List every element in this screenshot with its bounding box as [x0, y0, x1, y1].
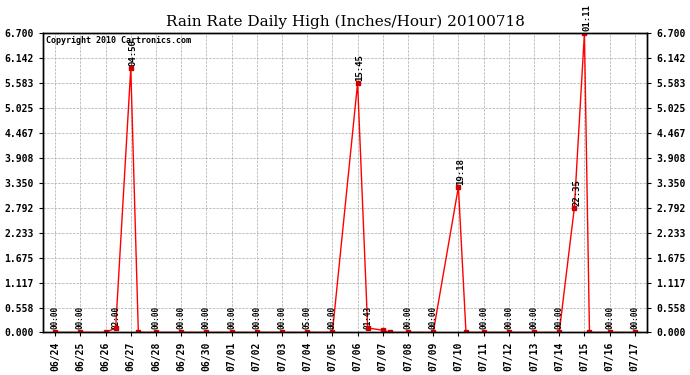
Text: 22:35: 22:35: [573, 178, 582, 206]
Text: 00:00: 00:00: [328, 306, 337, 329]
Text: 00:00: 00:00: [404, 306, 413, 329]
Text: 00:00: 00:00: [227, 306, 236, 329]
Text: 00:00: 00:00: [177, 306, 186, 329]
Text: 00:00: 00:00: [253, 306, 262, 329]
Text: 00:00: 00:00: [555, 306, 564, 329]
Text: 19:18: 19:18: [456, 158, 466, 185]
Text: 04:50: 04:50: [129, 39, 138, 66]
Text: Copyright 2010 Cartronics.com: Copyright 2010 Cartronics.com: [46, 36, 190, 45]
Text: 15:45: 15:45: [355, 54, 364, 81]
Text: 05:00: 05:00: [303, 306, 312, 329]
Text: 00:00: 00:00: [605, 306, 614, 329]
Text: 00:00: 00:00: [277, 306, 286, 329]
Text: 00:00: 00:00: [479, 306, 488, 329]
Text: 00:00: 00:00: [152, 306, 161, 329]
Text: 01:43: 01:43: [363, 306, 372, 329]
Text: 00:00: 00:00: [76, 306, 85, 329]
Text: 02:00: 02:00: [111, 306, 120, 329]
Text: 00:00: 00:00: [529, 306, 538, 329]
Text: 00:00: 00:00: [202, 306, 211, 329]
Text: 01:11: 01:11: [582, 4, 591, 31]
Title: Rain Rate Daily High (Inches/Hour) 20100718: Rain Rate Daily High (Inches/Hour) 20100…: [166, 15, 524, 29]
Text: 00:00: 00:00: [50, 306, 59, 329]
Text: 00:00: 00:00: [631, 306, 640, 329]
Text: 00:00: 00:00: [428, 306, 437, 329]
Text: 00:00: 00:00: [504, 306, 513, 329]
